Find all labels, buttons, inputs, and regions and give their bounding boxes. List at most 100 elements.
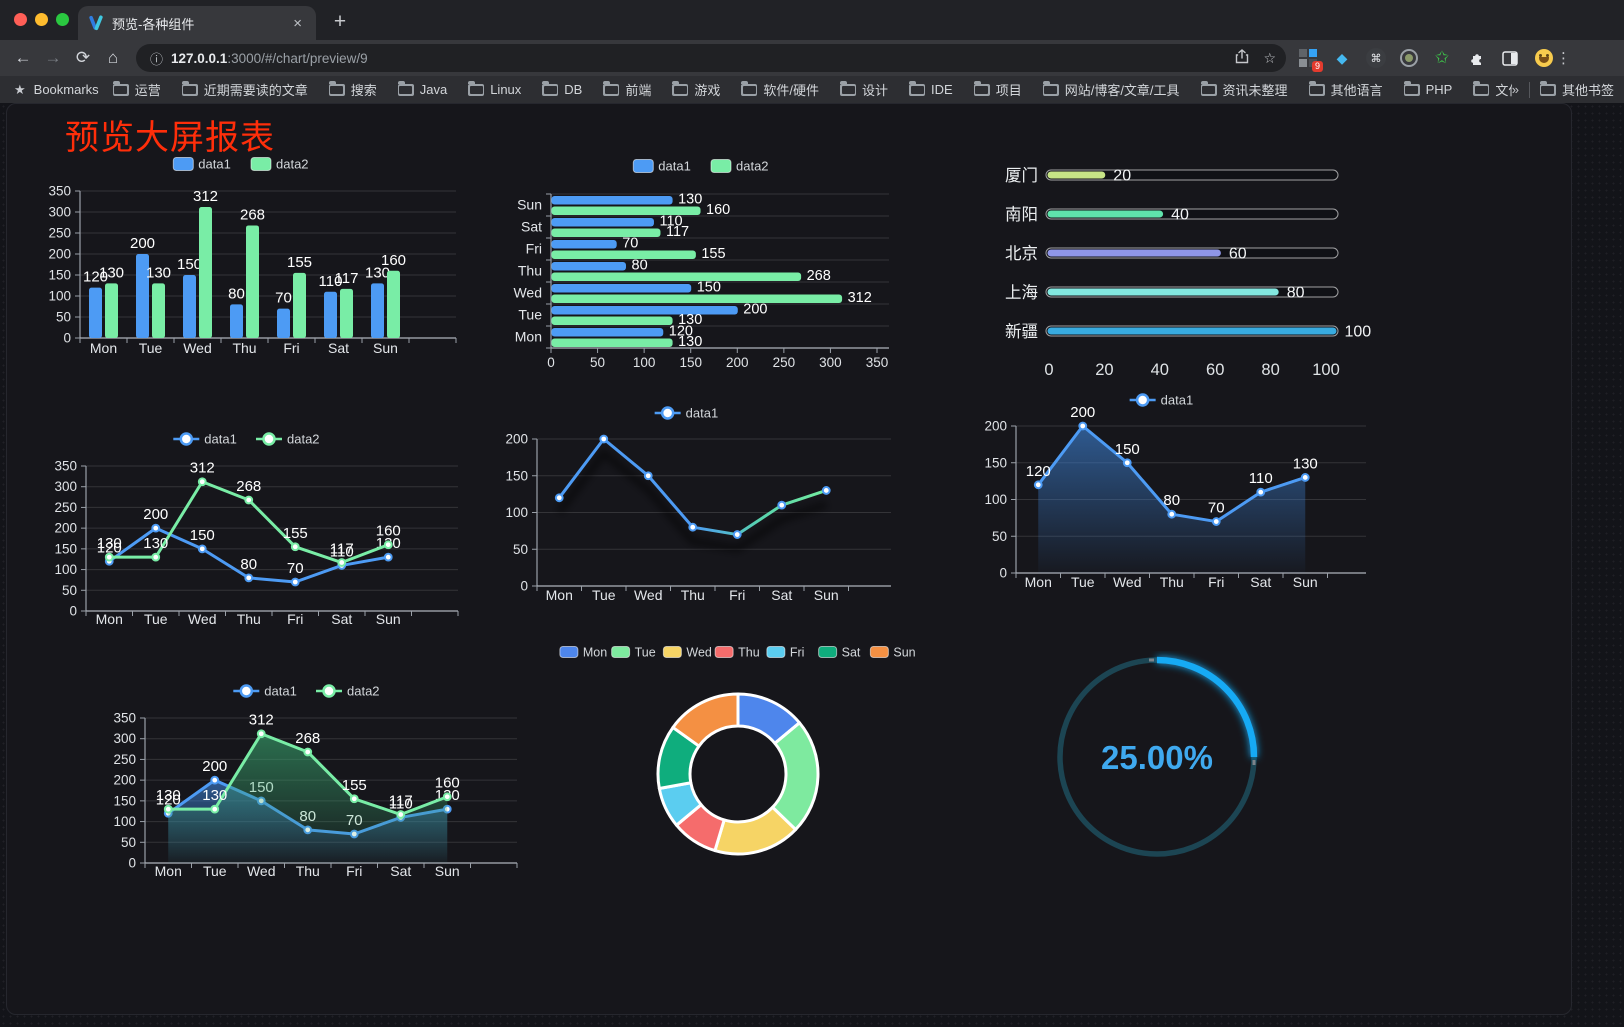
extension-record-icon[interactable]: [1400, 49, 1418, 67]
legend-item[interactable]: data2: [316, 684, 380, 699]
legend-item[interactable]: Wed: [662, 646, 712, 660]
extension-command-icon[interactable]: ⌘: [1366, 48, 1386, 68]
extensions-puzzle-icon[interactable]: [1466, 48, 1486, 68]
bookmarks-overflow-icon[interactable]: »: [1511, 82, 1519, 97]
legend-item[interactable]: Sat: [818, 646, 861, 660]
bookmark-folder[interactable]: 网站/博客/文章/工具: [1042, 80, 1180, 99]
bookmark-folder[interactable]: 项目: [973, 80, 1022, 99]
svg-text:155: 155: [287, 254, 312, 271]
legend-item[interactable]: Fri: [766, 646, 805, 660]
bookmark-folder[interactable]: DB: [542, 80, 582, 97]
bookmark-folder[interactable]: 设计: [840, 80, 888, 99]
sidepanel-icon[interactable]: [1500, 48, 1520, 68]
svg-text:130: 130: [365, 264, 390, 281]
grouped-bar-chart[interactable]: 0 50 100 150 200 250 300 350 Mon Tue Wed Thu Fri Sat S…: [36, 151, 466, 366]
other-bookmarks-folder[interactable]: 其他书签: [1539, 80, 1614, 99]
svg-text:70: 70: [275, 290, 292, 307]
svg-text:Thu: Thu: [1160, 574, 1184, 590]
new-tab-button[interactable]: +: [333, 10, 347, 33]
svg-text:50: 50: [56, 310, 71, 325]
svg-text:Fri: Fri: [790, 646, 805, 660]
browser-tab[interactable]: 预览-各种组件 ×: [78, 6, 316, 40]
window-minimize-button[interactable]: [35, 13, 48, 26]
area-line-chart[interactable]: 0 50 100 150 200 Mon Tue Wed Thu Fri Sat Sun 120 200 1…: [976, 391, 1366, 601]
svg-text:data1: data1: [658, 159, 691, 174]
svg-text:20: 20: [1113, 168, 1131, 185]
donut-chart[interactable]: Mon Tue Wed Thu Fri Sat Sun: [546, 636, 936, 936]
bookmark-folder[interactable]: 前端: [603, 80, 651, 99]
two-series-area-chart[interactable]: 0 50 100 150 200 250 300 350 Mon Tue Wed Thu Fri Sat S…: [101, 678, 531, 893]
bookmark-folder[interactable]: 近期需要读的文章: [181, 80, 308, 99]
legend-item[interactable]: data1: [173, 432, 237, 447]
bookmark-folder[interactable]: 文件服务器: [1473, 80, 1512, 99]
svg-text:50: 50: [513, 542, 528, 557]
svg-text:117: 117: [335, 270, 359, 287]
legend-item[interactable]: data2: [256, 432, 320, 447]
extension-gem-icon[interactable]: ◆: [1336, 49, 1348, 66]
share-icon[interactable]: [1235, 49, 1249, 67]
bookmark-folder[interactable]: 游戏: [672, 80, 720, 99]
horizontal-bar-chart[interactable]: 0 50 100 150 200 250 300 350 Mon 120 130 Tue 200 130 W…: [501, 149, 896, 377]
svg-text:厦门: 厦门: [1005, 166, 1038, 185]
svg-text:北京: 北京: [1005, 244, 1038, 263]
bookmark-star-icon[interactable]: ☆: [1263, 49, 1276, 66]
donut-slice[interactable]: [671, 692, 740, 748]
legend-item[interactable]: data2: [250, 157, 309, 172]
progress-bar-chart[interactable]: 厦门 20 南阳 40 北京 60 上海 80 新疆 100 0 20 40 60 80 100: [986, 156, 1376, 391]
svg-text:100: 100: [633, 355, 656, 370]
bookmark-folder[interactable]: PHP: [1403, 80, 1452, 97]
bookmarks-bar: ★ Bookmarks 运营 近期需要读的文章 搜索 Java Linux DB: [0, 76, 1624, 103]
legend-item[interactable]: data1: [233, 684, 297, 699]
svg-text:70: 70: [287, 560, 304, 577]
window-titlebar: 预览-各种组件 × +: [0, 0, 1624, 40]
gauge-chart[interactable]: 25.00%: [1037, 651, 1282, 866]
home-icon[interactable]: ⌂: [107, 48, 119, 67]
address-bar[interactable]: ⓘ 127.0.0.1 :3000/#/chart/preview/9 ☆: [136, 44, 1286, 72]
legend-item[interactable]: data1: [654, 406, 719, 421]
legend-item[interactable]: Tue: [611, 646, 656, 660]
site-info-icon[interactable]: ⓘ: [150, 51, 164, 67]
bookmark-folder[interactable]: 资讯未整理: [1200, 80, 1288, 99]
browser-menu-icon[interactable]: ⋮: [1556, 50, 1571, 67]
window-zoom-button[interactable]: [56, 13, 69, 26]
bookmark-folder[interactable]: 软件/硬件: [741, 80, 819, 99]
bookmark-folder[interactable]: 运营: [112, 80, 161, 99]
url-path: :3000/#/chart/preview/9: [227, 50, 368, 66]
svg-text:80: 80: [240, 556, 257, 573]
two-series-line-chart[interactable]: 0 50 100 150 200 250 300 350 Mon Tue Wed Thu Fri Sat S…: [41, 426, 471, 641]
legend-item[interactable]: data1: [172, 157, 231, 172]
emoji-extension-icon[interactable]: [1534, 48, 1554, 68]
legend-item[interactable]: Mon: [559, 646, 607, 660]
legend-item[interactable]: Sun: [869, 646, 916, 660]
bookmarks-star-icon[interactable]: ★: [14, 81, 26, 97]
bookmark-folder[interactable]: Linux: [468, 80, 521, 97]
forward-icon[interactable]: →: [44, 48, 62, 67]
svg-text:Thu: Thu: [232, 340, 256, 356]
svg-text:Sun: Sun: [376, 611, 401, 627]
bookmark-folder-label: 搜索: [350, 83, 377, 98]
legend-item[interactable]: data1: [1129, 393, 1194, 408]
bookmarks-label[interactable]: Bookmarks: [33, 82, 99, 97]
legend-item[interactable]: Thu: [714, 646, 760, 660]
svg-text:Fri: Fri: [283, 340, 299, 356]
bookmark-folder[interactable]: 搜索: [328, 80, 377, 99]
extension-grid-icon[interactable]: 9: [1298, 48, 1323, 72]
svg-text:25.00%: 25.00%: [1101, 739, 1213, 776]
legend-item[interactable]: data1: [632, 159, 691, 174]
svg-text:20: 20: [1095, 361, 1113, 379]
window-close-button[interactable]: [14, 13, 27, 26]
reload-icon[interactable]: ⟳: [75, 48, 91, 67]
svg-text:data1: data1: [686, 406, 719, 421]
tab-close-icon[interactable]: ×: [293, 14, 302, 32]
svg-text:100: 100: [54, 562, 77, 577]
bookmark-folder[interactable]: Java: [397, 80, 447, 97]
svg-text:120: 120: [156, 791, 181, 808]
legend-item[interactable]: data2: [710, 159, 769, 174]
gradient-line-chart[interactable]: 0 50 100 150 200 Mon Tue Wed Thu Fri Sat Sun data1: [501, 404, 891, 616]
bookmark-folder[interactable]: 其他语言: [1308, 80, 1383, 99]
extension-star-icon[interactable]: ✩: [1434, 48, 1450, 67]
gradient-line-chart-svg: 0 50 100 150 200 Mon Tue Wed Thu Fri Sat Sun data1: [505, 406, 891, 603]
bookmark-folder[interactable]: IDE: [909, 80, 953, 97]
back-icon[interactable]: ←: [14, 48, 32, 67]
